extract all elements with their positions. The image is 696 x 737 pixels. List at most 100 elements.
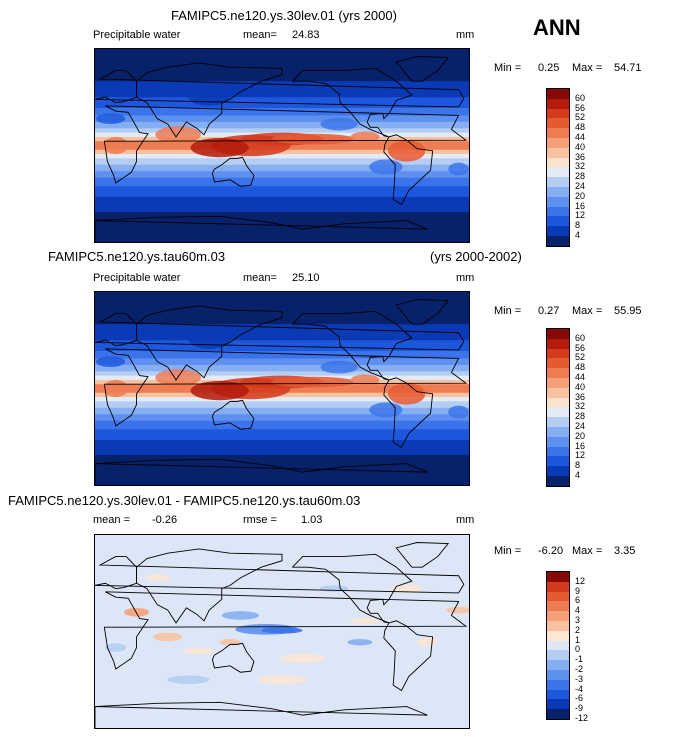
colorbar-tick-label: 28 <box>575 171 586 182</box>
colorbar-segment <box>547 669 569 680</box>
field-blob <box>96 356 126 368</box>
colorbar-segment <box>547 475 569 486</box>
colorbar-tick-label: -12 <box>575 713 589 723</box>
samerica-coastline <box>383 134 434 206</box>
colorbar-tick-label: 6 <box>575 595 581 606</box>
field-blob <box>188 331 231 349</box>
panel3-colorbar <box>546 571 570 720</box>
field-blob <box>350 374 380 386</box>
panel2-field <box>95 292 469 485</box>
field-blob <box>155 369 201 387</box>
colorbar-segment <box>547 177 569 187</box>
colorbar-tick-label: 52 <box>575 112 586 123</box>
panel1-field <box>95 49 469 242</box>
field-band <box>95 81 469 98</box>
colorbar-tick-label: 40 <box>575 141 586 152</box>
colorbar-segment <box>547 128 569 138</box>
colorbar-segment <box>547 689 569 700</box>
colorbar-tick-label: 48 <box>575 122 586 133</box>
colorbar-tick-label: 48 <box>575 362 586 373</box>
colorbar-segment <box>547 235 569 246</box>
field-band <box>95 429 469 441</box>
field-blob <box>350 617 380 624</box>
colorbar-segment <box>547 397 569 408</box>
field-band <box>95 171 469 179</box>
field-band <box>95 164 469 172</box>
colorbar-segment <box>547 709 569 719</box>
colorbar-segment <box>547 699 569 710</box>
field-blob <box>155 126 201 144</box>
field-blob <box>190 137 249 158</box>
colorbar-tick-label: -2 <box>575 664 584 674</box>
colorbar-segment <box>547 601 569 612</box>
panel3-min-label: Min = <box>494 545 522 557</box>
colorbar-tick-label: 4 <box>575 230 581 240</box>
colorbar-segment <box>547 338 569 349</box>
colorbar-segment <box>547 118 569 129</box>
field-blob <box>417 637 438 647</box>
colorbar-segment <box>547 591 569 602</box>
greenland-coastline <box>395 56 450 82</box>
field-band <box>95 407 469 415</box>
colorbar-tick-label: 12 <box>575 210 586 221</box>
field-band <box>95 177 469 187</box>
panel3-units: mm <box>456 514 475 526</box>
panel3-mean-value: -0.26 <box>152 514 178 526</box>
colorbar-segment <box>547 630 569 641</box>
colorbar-tick-label: 60 <box>575 92 586 103</box>
colorbar-tick-label: 2 <box>575 624 581 635</box>
colorbar-tick-label: 4 <box>575 470 581 480</box>
panel2-mean-label: mean= <box>243 272 277 284</box>
field-blob <box>320 360 358 374</box>
field-band <box>95 414 469 422</box>
africa-coastline <box>103 348 468 427</box>
colorbar-segment <box>547 417 569 427</box>
field-blob <box>320 117 358 131</box>
field-blob <box>448 405 469 419</box>
colorbar-tick-label: 36 <box>575 391 586 402</box>
colorbar-segment <box>547 640 569 651</box>
asia-coastline <box>136 62 283 138</box>
greenland-coastline <box>395 299 450 325</box>
colorbar-tick-label: 16 <box>575 440 586 451</box>
antarctica-coastline <box>95 458 428 485</box>
colorbar-segment <box>547 611 569 621</box>
panel2-years: (yrs 2000-2002) <box>430 249 522 264</box>
field-band <box>95 439 469 456</box>
panel1-min-value: 0.25 <box>538 62 560 74</box>
colorbar-segment <box>547 679 569 690</box>
colorbar-segment <box>547 147 569 158</box>
field-band <box>95 211 469 242</box>
panel1-max-value: 54.71 <box>614 62 642 74</box>
field-band <box>95 454 469 485</box>
colorbar-segment <box>547 226 569 236</box>
colorbar-tick-label: 20 <box>575 190 586 201</box>
colorbar-segment <box>547 436 569 447</box>
panel2-units: mm <box>456 272 475 284</box>
colorbar-segment <box>547 456 569 467</box>
colorbar-segment <box>547 572 569 582</box>
field-blob <box>103 379 129 398</box>
panel3-max-label: Max = <box>572 545 603 557</box>
field-band <box>95 292 469 325</box>
panel1-colorbar <box>546 88 570 247</box>
australia-coastline <box>211 399 255 430</box>
panel2-min-label: Min = <box>494 305 522 317</box>
field-band <box>95 324 469 341</box>
colorbar-segment <box>547 329 569 339</box>
namerica-coastline <box>292 310 413 381</box>
colorbar-segment <box>547 98 569 109</box>
colorbar-segment <box>547 89 569 99</box>
colorbar-segment <box>547 137 569 148</box>
field-band <box>95 196 469 213</box>
antarctica-coastline <box>95 701 428 728</box>
colorbar-tick-label: 24 <box>575 421 586 431</box>
field-band <box>95 49 469 82</box>
field-blob <box>391 584 423 593</box>
field-band <box>95 115 469 123</box>
field-blob <box>188 88 231 106</box>
colorbar-segment <box>547 377 569 388</box>
field-blob <box>221 611 260 620</box>
colorbar-tick-label: 40 <box>575 381 586 392</box>
field-band <box>95 392 469 398</box>
